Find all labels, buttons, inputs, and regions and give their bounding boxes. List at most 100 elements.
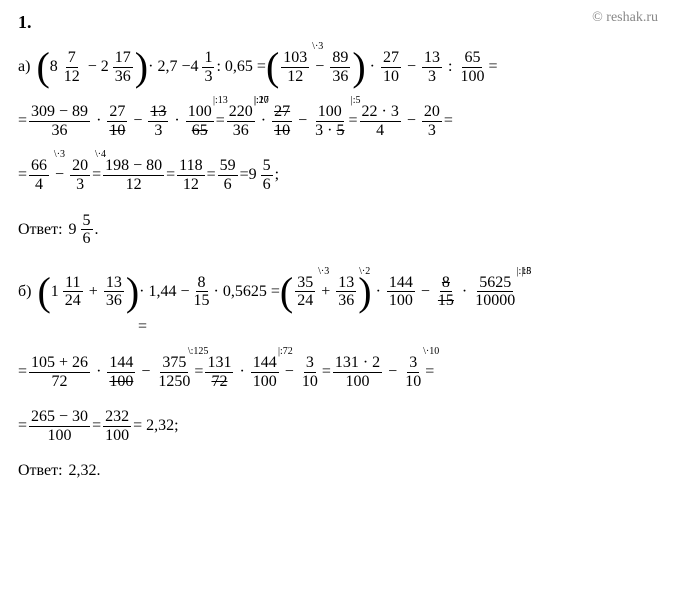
den: 100 <box>344 373 372 391</box>
num: 3 <box>304 354 316 373</box>
den: 10 <box>300 373 320 391</box>
num: 144|:72 <box>251 354 279 373</box>
text: = <box>92 417 101 435</box>
text: = <box>166 166 175 184</box>
den: 36 <box>113 68 133 86</box>
den: 4 <box>374 122 386 140</box>
part-a-line1: а) ( 8 712 − 2 1736 ) · 2,7 − 4 13 : 0,6… <box>18 49 658 85</box>
part-b-line3: = 265 − 30100 = 232100 = 2,32; <box>18 408 658 444</box>
text: . <box>95 221 99 239</box>
num: 65 <box>462 49 482 68</box>
num: 13 <box>148 103 168 122</box>
text: = <box>92 166 101 184</box>
answer-label: Ответ: <box>18 221 63 239</box>
num: 1 <box>202 49 214 68</box>
problem-number: 1. <box>18 12 658 33</box>
dot-icon: · <box>376 283 381 301</box>
den: 65|:13 <box>190 122 210 140</box>
minus-icon: − <box>407 112 416 130</box>
whole: 9 <box>69 221 77 239</box>
num: 144 <box>387 274 415 293</box>
den: 36 <box>104 292 124 310</box>
text: = <box>18 166 27 184</box>
text: = <box>18 112 27 130</box>
answer-value: 2,32. <box>69 462 101 480</box>
den: 15 <box>436 292 456 310</box>
den: 100 <box>251 373 279 391</box>
dot-icon: · <box>261 112 266 130</box>
part-b-answer: Ответ: 2,32. <box>18 462 658 480</box>
den: 10 <box>381 68 401 86</box>
num: 100|:5 <box>316 103 344 122</box>
part-a-answer: Ответ: 9 56 . <box>18 212 658 248</box>
den: 3 <box>152 122 164 140</box>
text: = <box>18 363 27 381</box>
plus-icon: + <box>89 283 98 301</box>
minus-icon: − <box>421 283 430 301</box>
num: 220|:10 <box>227 103 255 122</box>
text: · 2,7 − <box>148 58 190 76</box>
den: 3 <box>74 176 86 194</box>
num: 144 <box>107 354 135 373</box>
text: = <box>444 112 453 130</box>
text: = <box>207 166 216 184</box>
dot-icon: · <box>370 58 375 76</box>
den: 24 <box>63 292 83 310</box>
whole: 1 <box>51 283 59 301</box>
num: 131 <box>205 354 233 373</box>
den: 12 <box>62 68 82 86</box>
part-b-eq-standalone: = <box>18 318 658 336</box>
den: 72 <box>50 373 70 391</box>
minus-icon: − <box>133 112 142 130</box>
dot-icon: · <box>96 112 101 130</box>
den: 100 <box>458 68 486 86</box>
minus-icon: − <box>141 363 150 381</box>
den: 12 <box>181 176 201 194</box>
den: 36|:27 <box>231 122 251 140</box>
minus-icon: − <box>407 58 416 76</box>
num: 265 − 30 <box>29 408 90 427</box>
text: = <box>425 363 434 381</box>
num: 131 · 2 <box>333 354 382 373</box>
text: = <box>322 363 331 381</box>
den: 36 <box>330 68 350 86</box>
minus-icon: − <box>55 166 64 184</box>
num: 59 <box>218 157 238 176</box>
text: · 0,5625 = <box>214 283 280 301</box>
num: 11 <box>63 274 82 293</box>
den: 10 <box>403 373 423 391</box>
equals-icon: = <box>138 318 147 336</box>
num: 27 <box>381 49 401 68</box>
num: 100 <box>186 103 214 122</box>
num: 309 − 89 <box>29 103 90 122</box>
whole: 9 <box>249 166 257 184</box>
dot-icon: · <box>239 363 244 381</box>
text: = <box>348 112 357 130</box>
den: 3 · 5 <box>313 122 346 140</box>
num: 20 <box>422 103 442 122</box>
num: 5 <box>261 157 273 176</box>
num: 89 <box>330 49 350 68</box>
num: 5 <box>81 212 93 231</box>
den: 24 <box>295 292 315 310</box>
part-b-line2: = 105 + 2672 · 144100 − 375\:1251250 = 1… <box>18 354 658 390</box>
den: 3 <box>426 68 438 86</box>
dot-icon: · <box>462 283 467 301</box>
den: 100 <box>107 373 135 391</box>
answer-label: Ответ: <box>18 462 63 480</box>
minus-icon: − <box>315 58 324 76</box>
den: 3 <box>202 68 214 86</box>
den: 10000|:8 <box>473 292 517 310</box>
num: 17 <box>113 49 133 68</box>
num: 13 <box>422 49 442 68</box>
num: 7 <box>66 49 78 68</box>
den: 36 <box>50 122 70 140</box>
part-a-label: а) <box>18 58 30 76</box>
num: 198 − 80 <box>103 157 164 176</box>
dot-icon: · <box>174 112 179 130</box>
text: = <box>488 58 497 76</box>
num: 13\·2 <box>336 274 356 293</box>
num: 232 <box>103 408 131 427</box>
num: 103\·3 <box>281 49 309 68</box>
text: · 1,44 − <box>139 283 189 301</box>
